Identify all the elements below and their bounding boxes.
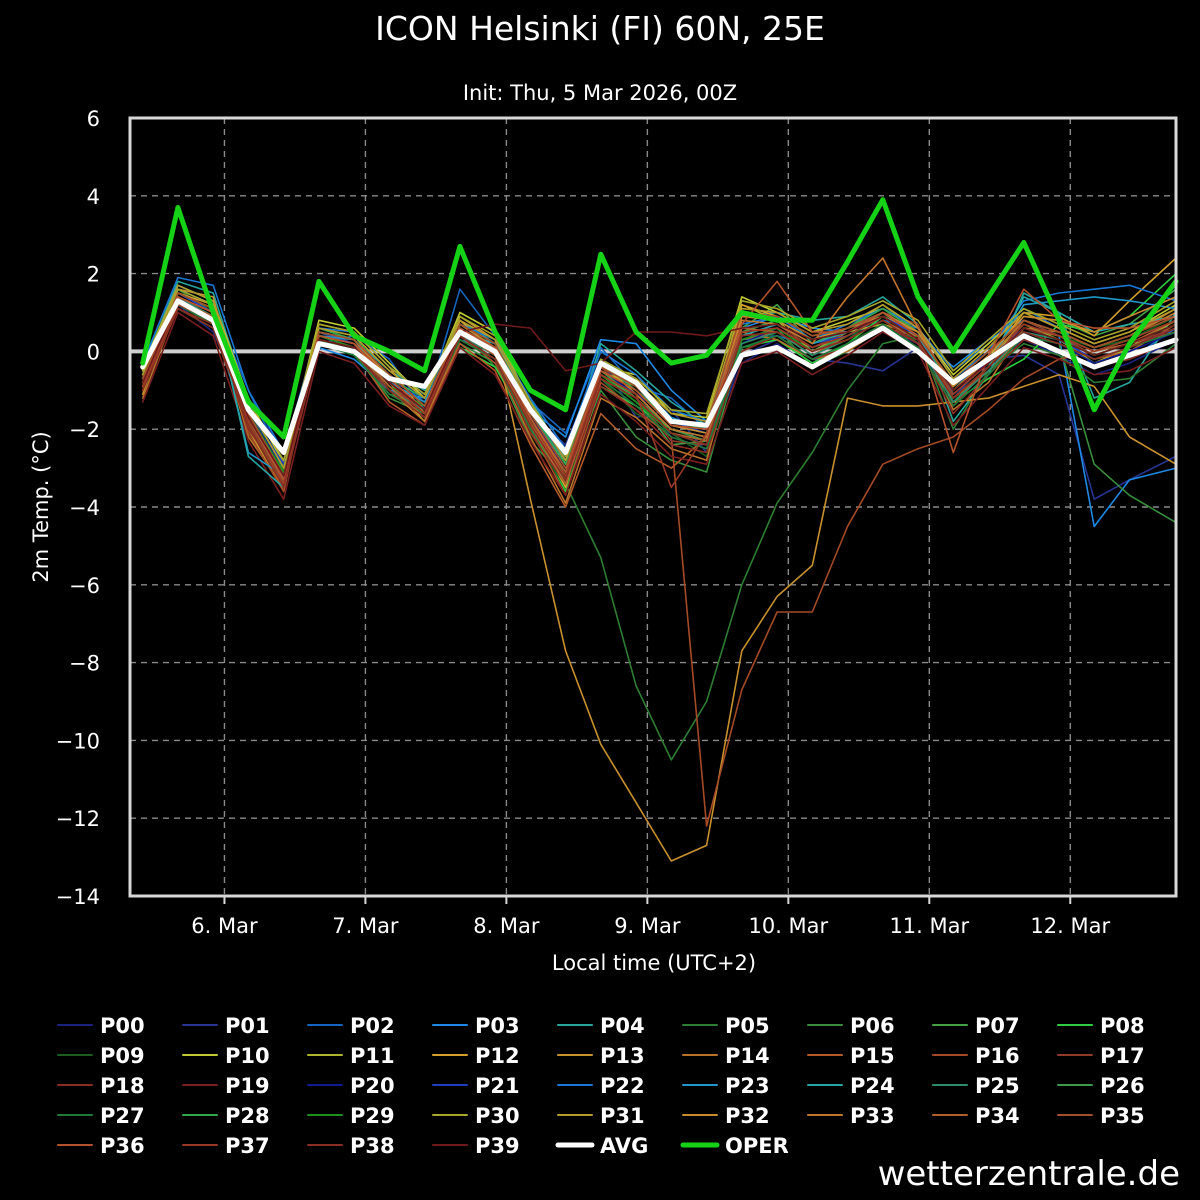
chart-title: ICON Helsinki (FI) 60N, 25E	[375, 9, 825, 48]
y-tick-label: 2	[87, 263, 100, 287]
legend-label: P05	[725, 1014, 770, 1038]
series-line-avg	[140, 298, 1179, 455]
legend-label: P11	[350, 1044, 395, 1068]
legend-label: P31	[600, 1104, 645, 1128]
legend-label: P01	[225, 1014, 270, 1038]
series-line-p31	[141, 284, 1177, 469]
legend-label: P32	[725, 1104, 770, 1128]
legend-label: P16	[975, 1044, 1020, 1068]
legend-label: P13	[600, 1044, 645, 1068]
legend-label: P10	[225, 1044, 270, 1068]
legend-label: P08	[1100, 1014, 1145, 1038]
legend-label: P18	[100, 1074, 145, 1098]
x-tick-label: 11. Mar	[889, 914, 969, 938]
series-line-p30	[141, 288, 1177, 462]
legend-label: P26	[1100, 1074, 1145, 1098]
legend-label: P38	[350, 1134, 395, 1158]
series-group	[140, 197, 1179, 862]
y-tick-label: 4	[87, 185, 100, 209]
y-tick-label: 6	[87, 107, 100, 131]
legend-label: P09	[100, 1044, 145, 1068]
y-tick-label: −6	[69, 574, 100, 598]
x-tick-label: 12. Mar	[1030, 914, 1110, 938]
legend-label: P25	[975, 1074, 1020, 1098]
x-tick-label: 8. Mar	[473, 914, 540, 938]
chart-subtitle: Init: Thu, 5 Mar 2026, 00Z	[463, 81, 737, 105]
legend-label: P22	[600, 1074, 645, 1098]
legend-label: P19	[225, 1074, 270, 1098]
y-axis-label: 2m Temp. (°C)	[29, 431, 53, 582]
y-tick-label: 0	[87, 340, 100, 364]
legend-label: P03	[475, 1014, 520, 1038]
y-tick-label: −10	[56, 729, 100, 753]
legend-label: OPER	[725, 1134, 789, 1158]
legend-label: P17	[1100, 1044, 1145, 1068]
y-tick-label: −4	[69, 496, 100, 520]
y-tick-label: −14	[56, 885, 100, 909]
legend-label: P33	[850, 1104, 895, 1128]
legend-label: P07	[975, 1014, 1020, 1038]
legend-label: P24	[850, 1074, 895, 1098]
legend-label: P00	[100, 1014, 145, 1038]
legend-label: P20	[350, 1074, 395, 1098]
legend-label: P34	[975, 1104, 1020, 1128]
legend-label: P28	[225, 1104, 270, 1128]
legend-label: P39	[475, 1134, 520, 1158]
legend-label: P23	[725, 1074, 770, 1098]
legend-label: P37	[225, 1134, 270, 1158]
legend-label: P27	[100, 1104, 145, 1128]
y-tick-label: −12	[56, 807, 100, 831]
legend-label: P04	[600, 1014, 645, 1038]
series-line-p05	[141, 288, 1177, 761]
legend-label: P12	[475, 1044, 520, 1068]
y-tick-label: −2	[69, 418, 100, 442]
legend-label: P35	[1100, 1104, 1145, 1128]
legend-label: P02	[350, 1014, 395, 1038]
legend-label: P15	[850, 1044, 895, 1068]
credit-text: wetterzentrale.de	[877, 1154, 1180, 1194]
x-tick-label: 7. Mar	[332, 914, 399, 938]
legend-label: P30	[475, 1104, 520, 1128]
plot-frame	[128, 116, 1178, 898]
y-tick-label: −8	[69, 652, 100, 676]
x-tick-labels: 6. Mar 7. Mar 8. Mar 9. Mar 10. Mar 11. Mar 12…	[191, 914, 1110, 938]
legend-label: AVG	[600, 1134, 648, 1158]
series-line-oper	[140, 197, 1179, 440]
x-tick-label: 9. Mar	[614, 914, 681, 938]
x-tick-label: 10. Mar	[748, 914, 828, 938]
grid	[130, 118, 1176, 904]
legend-label: P29	[350, 1104, 395, 1128]
legend: P00 P01 P02 P03 P04 P05 P06 P07 P08 P09 P10 P11 P12 P…	[57, 1014, 1145, 1158]
legend-label: P14	[725, 1044, 770, 1068]
x-tick-label: 6. Mar	[191, 914, 258, 938]
x-axis-label: Local time (UTC+2)	[552, 951, 756, 975]
legend-label: P21	[475, 1074, 520, 1098]
y-tick-labels: 6 4 2 0 −2 −4 −6 −8 −10 −12 −14	[56, 107, 100, 909]
legend-label: P06	[850, 1014, 895, 1038]
legend-label: P36	[100, 1134, 145, 1158]
